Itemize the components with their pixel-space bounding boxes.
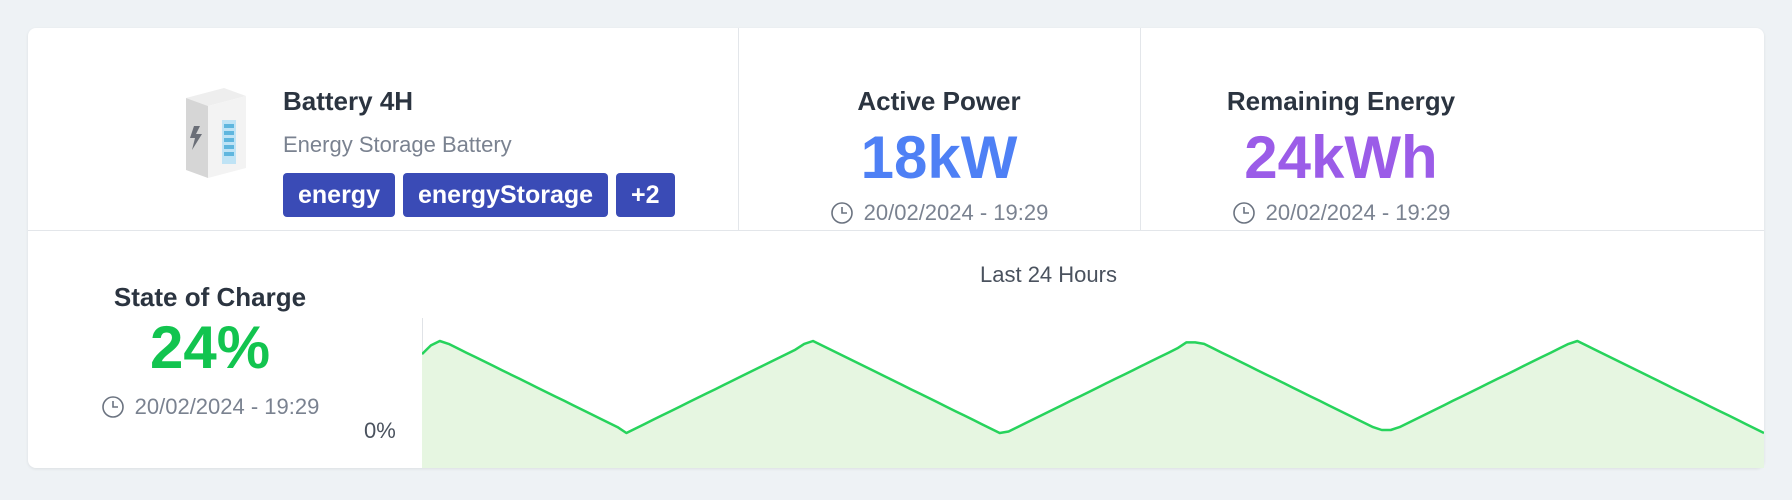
- divider: [1140, 28, 1141, 230]
- tag-energy[interactable]: energy: [283, 173, 395, 217]
- state-of-charge-chart: [422, 318, 1764, 468]
- active-power-timestamp: 20/02/2024 - 19:29: [739, 200, 1139, 226]
- device-tags: energy energyStorage +2: [283, 173, 675, 217]
- soc-area-fill: [422, 341, 1764, 468]
- soc-series-line: [422, 339, 1764, 435]
- clock-icon: [1232, 202, 1255, 224]
- state-of-charge-value: 24%: [149, 314, 271, 381]
- state-of-charge-time-text: 20/02/2024 - 19:29: [134, 394, 320, 419]
- state-of-charge-tile: State of Charge 24% 20/02/2024 - 19:29: [28, 230, 392, 468]
- remaining-energy-label: Remaining Energy: [1226, 86, 1456, 116]
- tag-more[interactable]: +2: [616, 173, 675, 217]
- remaining-energy-tile: Remaining Energy 24kWh 20/02/2024 - 19:2…: [1141, 28, 1541, 230]
- device-name: Battery 4H: [283, 86, 414, 116]
- active-power-time-text: 20/02/2024 - 19:29: [863, 200, 1049, 225]
- device-summary-row: Battery 4H Energy Storage Battery energy…: [28, 28, 1764, 231]
- active-power-value: 18kW: [860, 124, 1018, 191]
- active-power-label: Active Power: [857, 86, 1021, 116]
- battery-cabinet-icon: [186, 88, 246, 178]
- state-of-charge-label: State of Charge: [113, 282, 307, 312]
- divider: [738, 28, 739, 230]
- device-type: Energy Storage Battery: [283, 132, 512, 157]
- remaining-energy-timestamp: 20/02/2024 - 19:29: [1141, 200, 1541, 226]
- chart-title: Last 24 Hours: [980, 262, 1117, 287]
- active-power-tile: Active Power 18kW 20/02/2024 - 19:29: [739, 28, 1139, 230]
- state-of-charge-timestamp: 20/02/2024 - 19:29: [28, 394, 392, 420]
- tag-energy-storage[interactable]: energyStorage: [402, 173, 609, 217]
- remaining-energy-time-text: 20/02/2024 - 19:29: [1265, 200, 1451, 225]
- y-axis-min-label: 0%: [364, 418, 396, 443]
- clock-icon: [101, 396, 124, 418]
- clock-icon: [830, 202, 853, 224]
- remaining-energy-value: 24kWh: [1244, 124, 1438, 191]
